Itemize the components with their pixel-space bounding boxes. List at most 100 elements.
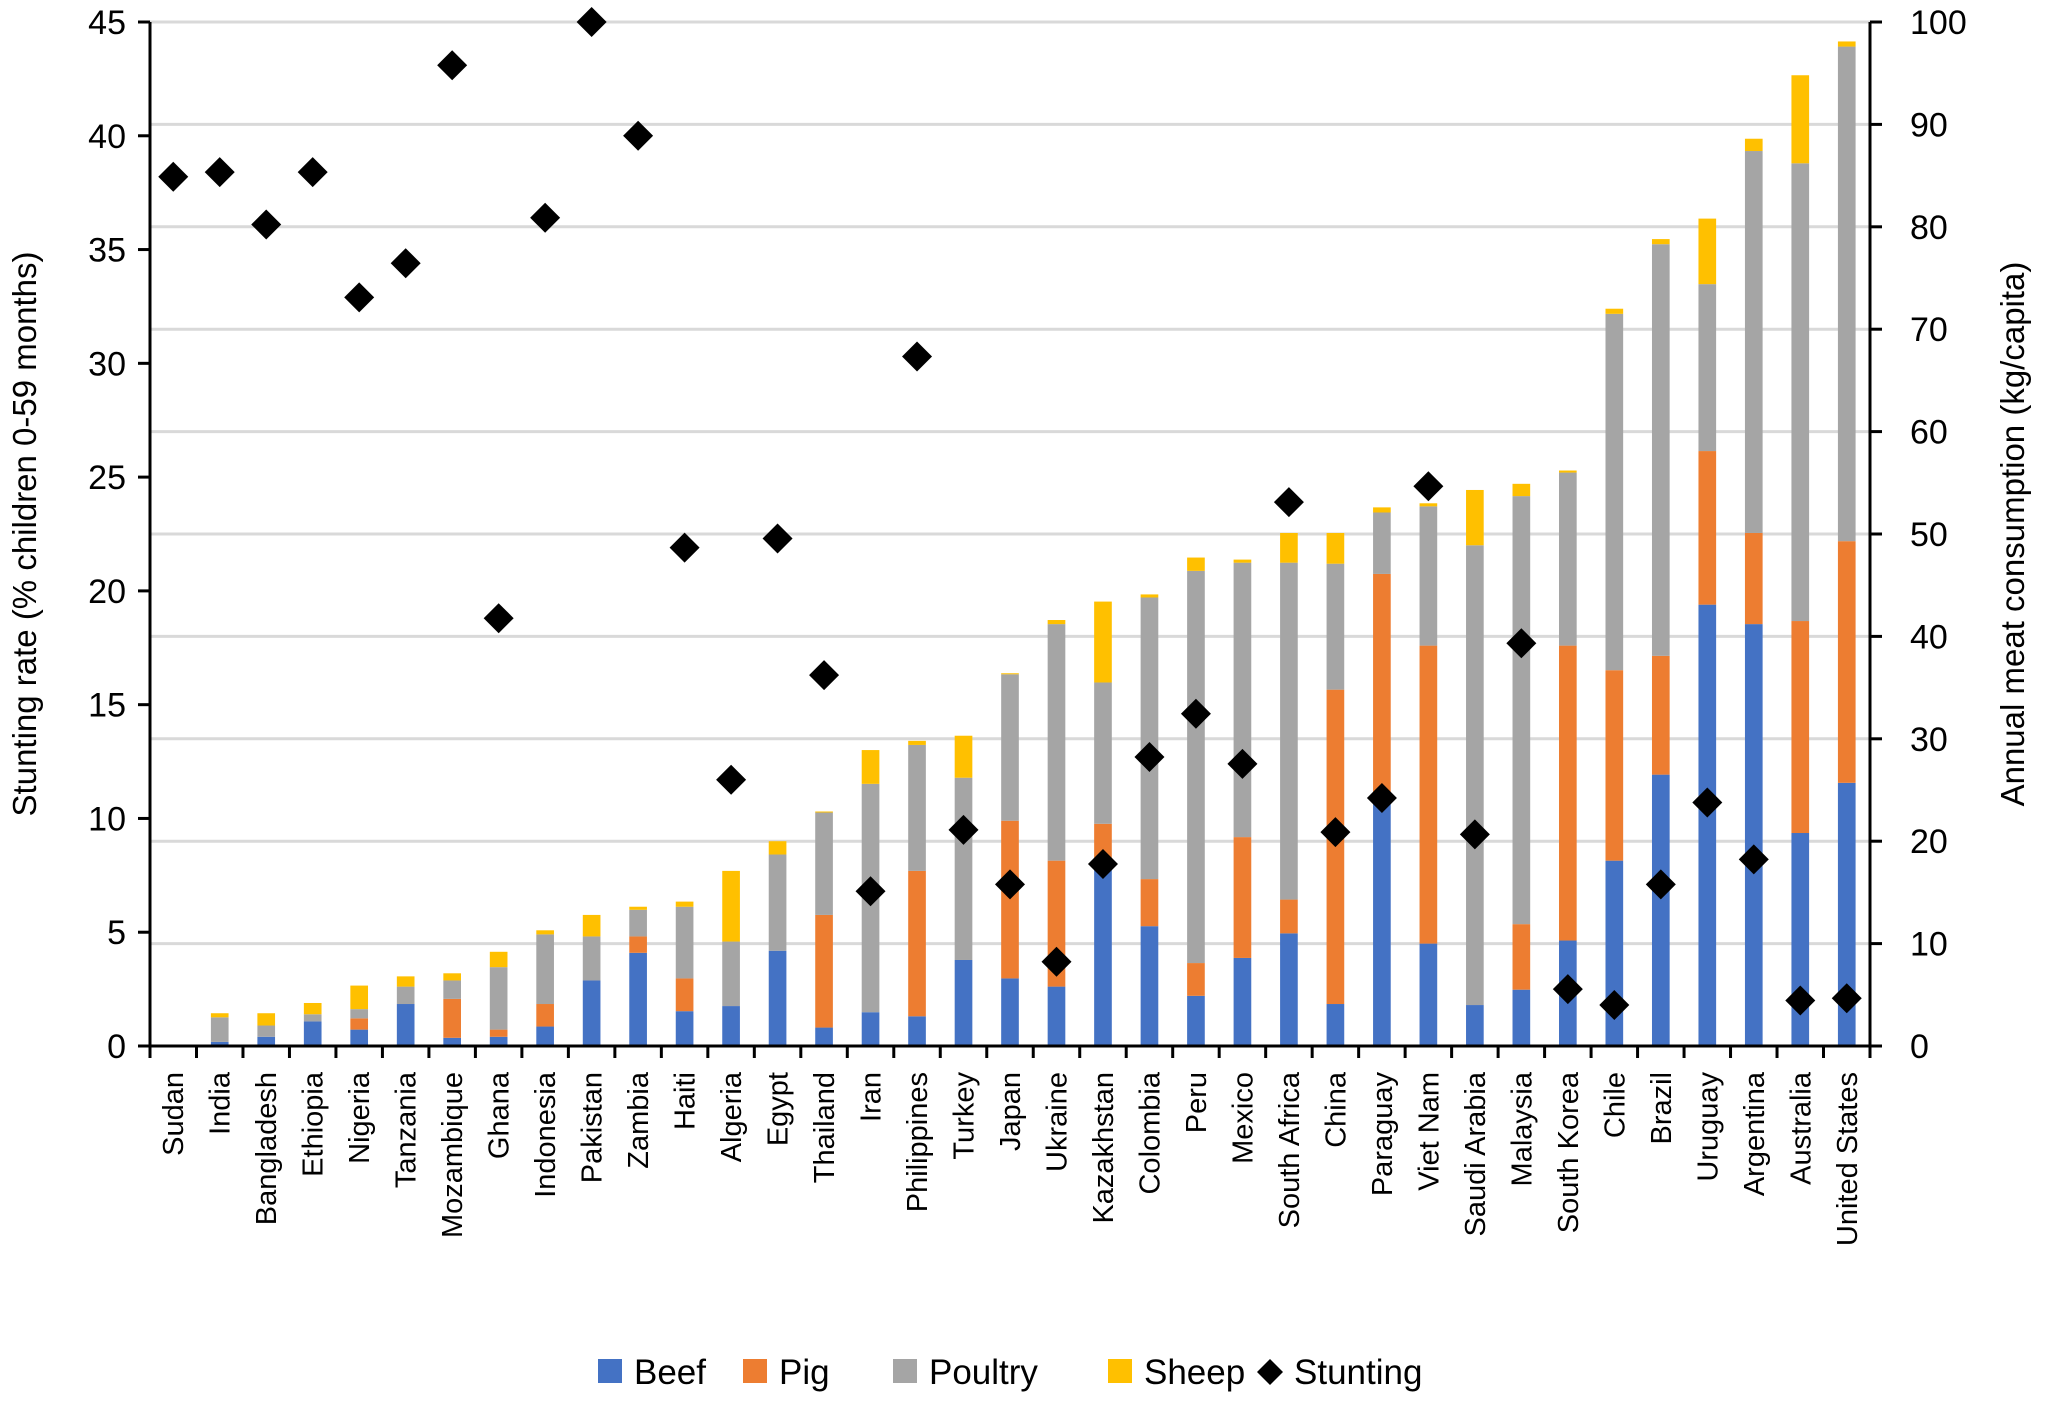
left-tick-label: 15 [88,687,126,725]
gridlines [150,20,1870,946]
left-tick-label: 25 [88,459,126,497]
bar-sheep-united-states [1837,41,1856,47]
bar-sheep-ghana [489,951,508,968]
bar-sheep-china [1326,532,1345,564]
bar-sheep-nigeria [350,985,369,1010]
stunting-marker-egypt [762,523,793,554]
legend-label-sheep: Sheep [1144,1353,1245,1392]
stunting-marker-algeria [716,764,747,795]
stunting-markers [158,7,1862,1021]
bar-poultry-argentina [1744,151,1763,533]
bar-pig-zambia [629,936,647,953]
bar-pig-south-korea [1559,645,1577,941]
legend-item-poultry: Poultry [893,1353,1038,1392]
bar-beef-paraguay [1373,800,1391,1046]
bar-beef-indonesia [536,1026,554,1046]
bar-poultry-ethiopia [303,1014,322,1022]
bar-sheep-ukraine [1047,620,1066,625]
category-label-egypt: Egypt [763,1072,795,1146]
bar-sheep-colombia [1140,594,1159,598]
stunting-marker-india [204,157,235,188]
right-axis-title: Annual meat consumption (kg/capita) [1994,262,2031,807]
stunting-marker-haiti [669,532,700,563]
bar-beef-mozambique [443,1037,461,1046]
category-label-pakistan: Pakistan [577,1072,609,1183]
bar-sheep-viet-nam [1419,503,1438,507]
legend-swatch-beef [598,1359,622,1383]
bar-beef-nigeria [350,1029,369,1046]
stunting-marker-kazakhstan [1087,848,1118,879]
bar-poultry-saudi-arabia [1466,545,1484,1006]
bar-sheep-peru [1187,557,1205,571]
category-label-ethiopia: Ethiopia [298,1071,330,1177]
stunting-marker-bangladesh [251,209,282,240]
bar-poultry-australia [1791,163,1810,622]
legend-label-stunting: Stunting [1294,1353,1422,1392]
bar-pig-haiti [675,978,694,1012]
bar-beef-haiti [675,1011,694,1046]
category-label-uruguay: Uruguay [1692,1072,1724,1182]
right-tick-label: 50 [1910,516,1948,554]
bar-beef-colombia [1140,926,1159,1046]
stunting-marker-thailand [809,660,840,691]
bar-poultry-mexico [1233,562,1252,838]
bar-sheep-brazil [1651,239,1670,245]
category-label-iran: Iran [856,1072,888,1122]
category-label-tanzania: Tanzania [391,1071,423,1188]
axis-labels: Stunting rate (% children 0-59 months) A… [6,252,2031,817]
stunting-marker-south-korea [1552,974,1583,1005]
stunting-marker-peru [1180,698,1211,729]
category-label-philippines: Philippines [902,1072,934,1212]
bar-sheep-mexico [1233,559,1252,563]
stunting-marker-sudan [158,161,189,192]
stunting-marker-japan [995,869,1025,900]
left-tick-label: 5 [107,914,126,952]
legend-label-beef: Beef [634,1353,706,1392]
stunting-marker-iran [855,876,886,907]
bar-beef-tanzania [396,1004,415,1046]
bar-poultry-paraguay [1373,512,1391,574]
left-tick-label: 0 [107,1028,126,1066]
left-tick-label: 20 [88,573,126,611]
legend-swatch-pig [743,1359,767,1383]
bar-beef-india [210,1041,229,1046]
stunting-marker-argentina [1738,844,1769,875]
legend-item-beef: Beef [598,1353,706,1392]
stunting-marker-indonesia [530,202,561,233]
stunting-marker-chile [1599,990,1630,1021]
category-label-mexico: Mexico [1227,1072,1259,1164]
left-tick-label: 30 [88,345,126,383]
category-label-haiti: Haiti [670,1072,702,1130]
right-tick-label: 10 [1910,926,1948,964]
bar-beef-japan [1001,978,1019,1046]
stunting-marker-ethiopia [297,157,328,188]
bar-sheep-zambia [629,906,647,910]
category-label-china: China [1320,1071,1352,1148]
category-label-south-africa: South Africa [1274,1071,1306,1228]
stunting-marker-australia [1785,985,1816,1016]
category-label-bangladesh: Bangladesh [251,1072,283,1225]
stunting-marker-philippines [902,341,933,372]
bar-poultry-haiti [675,906,694,979]
bar-poultry-tanzania [396,986,415,1005]
bar-sheep-australia [1791,75,1810,164]
bar-pig-south-africa [1280,899,1298,934]
bar-poultry-pakistan [582,936,601,981]
bar-beef-ukraine [1047,986,1066,1046]
bar-poultry-zambia [629,909,647,937]
bar-beef-mexico [1233,957,1252,1046]
bar-beef-ghana [489,1036,508,1046]
right-tick-label: 20 [1910,823,1948,861]
bar-poultry-brazil [1651,244,1670,656]
bar-stacks [210,41,1856,1046]
bar-beef-united-states [1837,782,1856,1046]
bar-poultry-ghana [489,967,508,1030]
bar-pig-philippines [908,870,926,1017]
stunting-marker-ukraine [1041,946,1072,977]
bar-beef-algeria [722,1006,740,1046]
bar-sheep-malaysia [1512,483,1531,497]
right-tick-label: 0 [1910,1028,1929,1066]
bar-beef-china [1326,1004,1345,1046]
